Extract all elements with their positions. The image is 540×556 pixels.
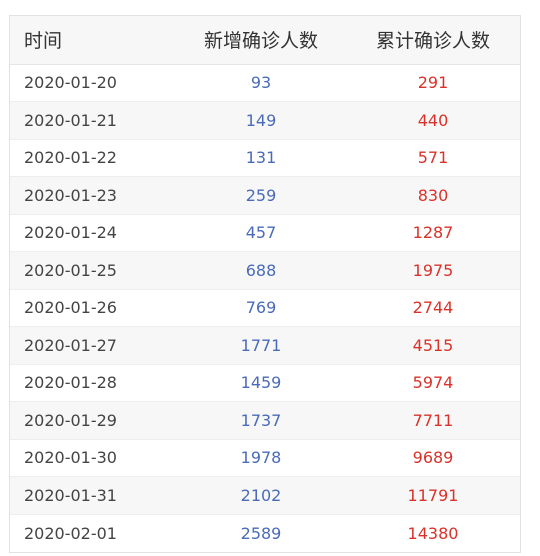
table-row: 2020-01-21 149 440	[10, 101, 520, 140]
table-row: 2020-01-27 1771 4515	[10, 326, 520, 365]
table-row: 2020-01-23 259 830	[10, 176, 520, 215]
cell-total-confirmed: 11791	[346, 476, 520, 515]
cell-total-confirmed: 7711	[346, 401, 520, 440]
cell-date: 2020-01-26	[10, 289, 176, 327]
table-header: 时间 新增确诊人数 累计确诊人数	[10, 16, 520, 65]
table-body: 2020-01-20 93 291 2020-01-21 149 440 202…	[10, 64, 520, 552]
case-table-grid: 时间 新增确诊人数 累计确诊人数 2020-01-20 93 291 2020-…	[10, 16, 520, 552]
cell-new-confirmed: 2102	[176, 476, 346, 515]
cell-new-confirmed: 2589	[240, 523, 282, 543]
cell-new-confirmed: 688	[176, 251, 346, 290]
table-row: 2020-01-22 131 571	[10, 139, 520, 177]
table-row: 2020-01-24 457 1287	[10, 214, 520, 252]
cell-total-confirmed: 5974	[346, 364, 520, 402]
cell-date: 2020-01-27	[10, 326, 176, 365]
cell-date: 2020-01-28	[10, 364, 176, 402]
cell-total-confirmed: 14380	[407, 523, 459, 543]
cell-new-confirmed: 1737	[176, 401, 346, 440]
cell-date: 2020-01-29	[10, 401, 176, 440]
cell-total-confirmed: 1975	[346, 251, 520, 290]
cell-new-confirmed: 1978	[176, 439, 346, 477]
case-table: 时间 新增确诊人数 累计确诊人数 2020-01-20 93 291 2020-…	[9, 15, 521, 553]
cell-new-confirmed: 131	[176, 139, 346, 177]
column-header-new-confirmed: 新增确诊人数	[176, 16, 346, 65]
table-row: 2020-02-01 2589 14380	[10, 514, 520, 552]
table-row: 2020-01-26 769 2744	[10, 289, 520, 327]
cell-date: 2020-01-20	[10, 64, 176, 102]
cell-total-confirmed: 440	[346, 101, 520, 140]
cell-new-confirmed: 93	[176, 64, 346, 102]
column-header-total-confirmed: 累计确诊人数	[346, 16, 520, 65]
table-row: 2020-01-28 1459 5974	[10, 364, 520, 402]
table-row: 2020-01-29 1737 7711	[10, 401, 520, 440]
table-row: 2020-01-20 93 291	[10, 64, 520, 102]
cell-date: 2020-01-22	[10, 139, 176, 177]
cell-date: 2020-01-24	[10, 214, 176, 252]
cell-date: 2020-02-01	[24, 523, 117, 543]
cell-new-confirmed: 457	[176, 214, 346, 252]
cell-total-confirmed: 830	[346, 176, 520, 215]
cell-new-confirmed: 769	[176, 289, 346, 327]
cell-total-confirmed: 291	[346, 64, 520, 102]
cell-new-confirmed: 1459	[176, 364, 346, 402]
cell-new-confirmed: 1771	[176, 326, 346, 365]
header-row: 时间 新增确诊人数 累计确诊人数	[10, 16, 520, 65]
cell-total-confirmed: 1287	[346, 214, 520, 252]
cell-total-confirmed: 2744	[346, 289, 520, 327]
table-row: 2020-01-31 2102 11791	[10, 476, 520, 515]
cell-new-confirmed: 149	[176, 101, 346, 140]
cell-date: 2020-01-30	[10, 439, 176, 477]
cell-total-confirmed: 9689	[346, 439, 520, 477]
cell-total-confirmed: 4515	[346, 326, 520, 365]
cell-total-confirmed: 571	[346, 139, 520, 177]
table-row: 2020-01-30 1978 9689	[10, 439, 520, 477]
cell-date: 2020-01-31	[10, 476, 176, 515]
column-header-date: 时间	[10, 16, 176, 65]
cell-date: 2020-01-25	[10, 251, 176, 290]
cell-new-confirmed: 259	[176, 176, 346, 215]
cell-date: 2020-01-21	[10, 101, 176, 140]
table-row: 2020-01-25 688 1975	[10, 251, 520, 290]
cell-date: 2020-01-23	[10, 176, 176, 215]
